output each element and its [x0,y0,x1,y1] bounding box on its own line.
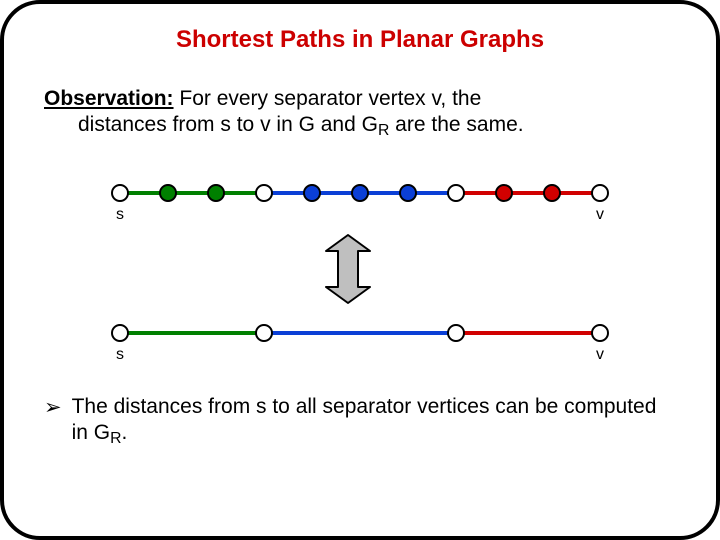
slide-title: Shortest Paths in Planar Graphs [44,26,676,54]
conclusion-text: The distances from s to all separator ve… [72,394,676,449]
observation-text-2: distances from s to v in G and G [78,113,378,136]
observation-label: Observation: [44,87,174,110]
conclusion-text-1: The distances from s to all separator ve… [72,395,657,444]
bullet-icon: ➢ [44,394,62,421]
svg-text:s: s [116,206,124,223]
svg-text:v: v [596,346,604,363]
conclusion-subscript: R [110,430,121,447]
conclusion-text-2: . [122,421,128,444]
slide-frame: Shortest Paths in Planar Graphs Observat… [0,0,720,540]
diagram-svg: s v s v [100,165,620,365]
observation-text-1: For every separator vertex v, the [174,87,482,110]
svg-text:s: s [116,346,124,363]
observation-paragraph: Observation: For every separator vertex … [44,86,676,141]
svg-text:v: v [596,206,604,223]
diagram-container: s v s v [100,165,620,370]
observation-text-3: are the same. [389,113,523,136]
observation-subscript: R [378,122,389,139]
conclusion-paragraph: ➢ The distances from s to all separator … [44,394,676,449]
